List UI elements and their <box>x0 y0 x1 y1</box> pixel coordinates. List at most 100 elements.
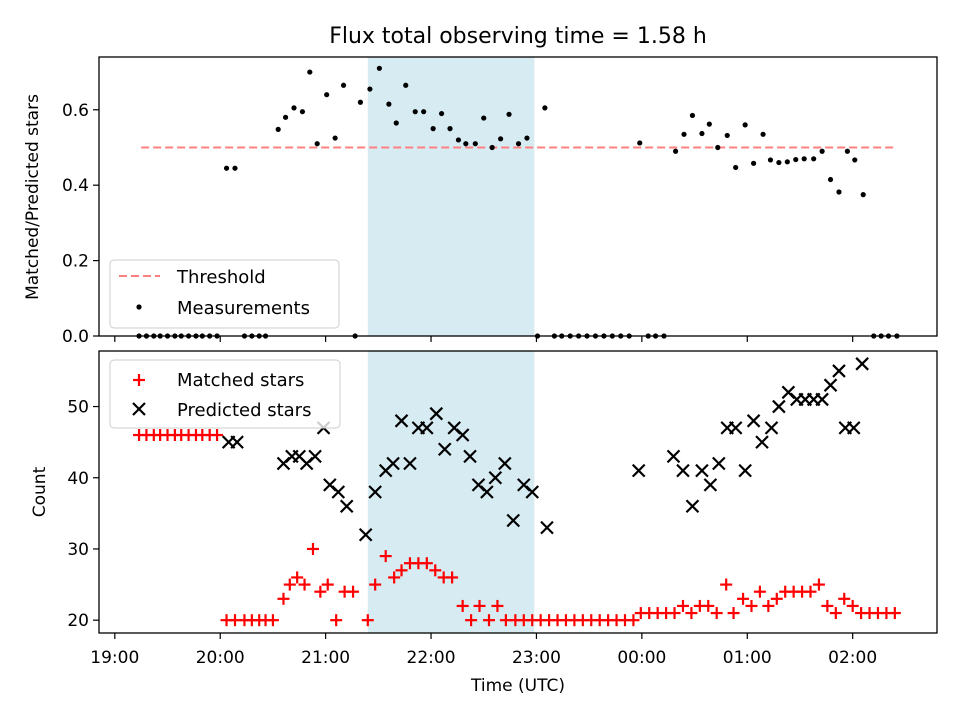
top-panel: 0.0 0.2 0.4 0.6 Matched/Predicted stars Thr… <box>23 56 938 347</box>
matched-star-point <box>321 578 334 591</box>
top-y-tick-label: 0.6 <box>62 101 89 121</box>
matched-star-point <box>211 429 224 442</box>
legend-matched-swatch <box>133 374 145 386</box>
top-x-ticks <box>114 336 854 342</box>
predicted-star-point <box>386 456 400 471</box>
measurement-point <box>324 92 330 98</box>
measurement-point <box>299 109 306 115</box>
matched-star-point <box>446 571 459 584</box>
matched-star-point <box>676 599 689 612</box>
matched-star-point <box>298 578 311 591</box>
predicted-star-point <box>631 463 646 478</box>
measurement-point <box>481 115 487 121</box>
predicted-star-point <box>703 478 718 492</box>
measurement-point <box>706 121 712 127</box>
bottom-y-axis-label: Count <box>30 466 50 517</box>
predicted-star-point <box>429 406 444 421</box>
matched-star-point <box>838 592 851 605</box>
measurement-point <box>733 164 739 171</box>
bottom-y-axis: 20 30 40 50 <box>67 398 99 631</box>
top-legend: Threshold Measurements <box>109 259 340 329</box>
predicted-star-point <box>488 470 503 485</box>
measurement-point <box>275 126 281 132</box>
predicted-star-point <box>498 456 512 471</box>
measurement-point <box>393 120 399 126</box>
measurement-point <box>421 109 427 115</box>
measurement-point <box>542 105 548 111</box>
top-y-axis: 0.0 0.2 0.4 0.6 <box>62 101 99 347</box>
measurement-point <box>836 189 842 195</box>
matched-star-point <box>727 607 740 620</box>
measurement-point <box>852 157 858 163</box>
measurement-point <box>524 135 530 141</box>
predicted-star-point <box>746 414 761 428</box>
top-y-tick-label: 0.0 <box>62 327 89 347</box>
measurement-point <box>386 101 392 107</box>
predicted-star-point <box>308 449 322 464</box>
measurement-point <box>724 132 730 139</box>
measurement-point <box>223 165 230 171</box>
predicted-star-point <box>815 392 829 407</box>
matched-star-point <box>770 592 783 605</box>
measurement-point <box>801 156 807 162</box>
matched-star-point <box>846 599 859 612</box>
matched-star-point <box>473 599 486 612</box>
measurement-point <box>489 144 495 151</box>
matched-star-point <box>395 564 408 577</box>
top-legend-box <box>109 259 340 329</box>
measurement-point <box>472 141 478 147</box>
predicted-star-point <box>339 499 354 514</box>
x-tick-label: 01:00 <box>723 648 772 668</box>
legend-threshold-label: Threshold <box>176 267 266 288</box>
bottom-y-tick-label: 40 <box>67 469 89 489</box>
measurement-point <box>455 137 462 143</box>
predicted-star-point <box>772 399 786 414</box>
bottom-shaded-span <box>367 351 535 633</box>
measurement-point <box>438 110 445 117</box>
matched-star-point <box>804 585 817 598</box>
bottom-axes-frame <box>98 350 938 634</box>
x-tick-label: 21:00 <box>301 648 350 668</box>
matched-star-point <box>420 557 433 570</box>
predicted-star-point <box>331 485 346 499</box>
bottom-panel: 20 30 40 50 19:00 20:00 21:00 22:00 23:00 00:00 0… <box>30 350 938 696</box>
measurement-point <box>282 114 289 120</box>
measurement-point <box>332 135 338 141</box>
bottom-legend: Matched stars Predicted stars <box>109 359 341 429</box>
measurement-point <box>515 141 522 147</box>
matched-star-point <box>277 592 290 605</box>
matched-star-point <box>369 578 382 591</box>
predicted-star-point <box>358 527 373 542</box>
matched-star-point <box>429 564 442 577</box>
measurement-point <box>498 136 504 142</box>
measurement-points <box>136 65 900 339</box>
matched-star-point <box>753 585 766 598</box>
predicted-star-point <box>506 513 521 528</box>
predicted-star-point <box>480 485 494 499</box>
predicted-star-point <box>455 428 470 442</box>
chart-title: Flux total observing time = 1.58 h <box>329 24 707 49</box>
predicted-star-point <box>666 449 681 464</box>
matched-star-point <box>456 599 469 612</box>
predicted-star-point <box>695 463 709 478</box>
predicted-star-point <box>394 414 409 428</box>
x-tick-label: 02:00 <box>828 648 877 668</box>
predicted-star-point <box>685 499 700 514</box>
measurement-point <box>819 148 825 154</box>
x-tick-label: 00:00 <box>617 648 666 668</box>
bottom-legend-box <box>109 359 341 429</box>
bottom-y-tick-label: 20 <box>67 611 89 631</box>
measurement-point <box>232 165 238 171</box>
predicted-star-point <box>755 435 769 449</box>
predicted-star-point <box>403 456 417 471</box>
matched-star-point <box>314 585 327 598</box>
matched-star-point <box>347 585 360 598</box>
measurement-point <box>672 148 679 154</box>
measurement-point <box>291 105 297 111</box>
matched-star-point <box>379 550 392 563</box>
measurement-point <box>793 156 799 163</box>
matched-star-point <box>702 599 715 612</box>
matched-star-point <box>306 542 319 555</box>
measurement-point <box>357 99 364 105</box>
